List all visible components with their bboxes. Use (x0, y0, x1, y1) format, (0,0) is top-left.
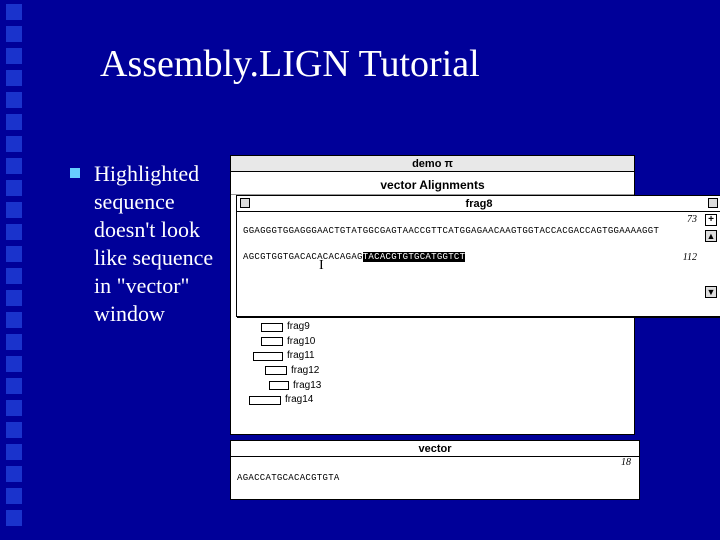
screenshot-region: demo π vector Alignments frag9frag10frag… (230, 155, 715, 510)
frag8-titlebar[interactable]: frag8 (237, 196, 720, 212)
fragment-bar-icon (249, 396, 281, 405)
sequence-row-2[interactable]: AGCGTGGTGACACACACAGAGTACACGTGTGCATGGTCT (243, 252, 715, 262)
fragment-row[interactable]: frag9 (261, 320, 321, 335)
fragment-label: frag10 (287, 336, 315, 347)
fragment-label: frag9 (287, 321, 310, 332)
bullet-item: Highlighted sequence doesn't look like s… (70, 160, 230, 328)
demo-titlebar[interactable]: demo π (231, 156, 634, 172)
position-73: 73 (687, 214, 697, 225)
demo-title: demo π (412, 158, 453, 170)
fragment-row[interactable]: frag13 (269, 379, 321, 394)
position-112: 112 (683, 252, 697, 263)
fragment-bar-icon (265, 366, 287, 375)
frag8-title: frag8 (466, 198, 493, 210)
frag8-window[interactable]: frag8 73 + ▲ GGAGGGTGGAGGGAACTGTATGGCGAG… (236, 195, 720, 317)
seq2-plain: AGCGTGGTGACACACACAGAG (243, 252, 363, 262)
fragment-row[interactable]: frag14 (249, 393, 321, 408)
plus-button[interactable]: + (705, 214, 717, 226)
fragment-label: frag13 (293, 380, 321, 391)
frag8-body: 73 + ▲ GGAGGGTGGAGGGAACTGTATGGCGAGTAACCG… (237, 212, 720, 316)
fragment-row[interactable]: frag12 (265, 364, 321, 379)
window-close-icon[interactable] (240, 198, 250, 208)
fragment-row[interactable]: frag10 (261, 335, 321, 350)
slide-left-squares (0, 0, 28, 540)
demo-subtitle: vector Alignments (231, 176, 634, 195)
vector-sequence[interactable]: AGACCATGCACACGTGTA (237, 473, 633, 483)
scroll-up-icon[interactable]: ▲ (705, 230, 717, 242)
fragment-bar-icon (269, 381, 289, 390)
seq2-highlighted: TACACGTGTGCATGGTCT (363, 252, 466, 262)
vector-position: 18 (621, 457, 631, 468)
fragment-label: frag14 (285, 394, 313, 405)
fragment-row[interactable]: frag11 (253, 349, 321, 364)
fragment-list: frag9 frag10 frag11 frag12 frag13 frag14 (249, 320, 321, 408)
sequence-row-1[interactable]: GGAGGGTGGAGGGAACTGTATGGCGAGTAACCGTTCATGG… (243, 226, 715, 236)
fragment-label: frag12 (291, 365, 319, 376)
window-zoom-icon[interactable] (708, 198, 718, 208)
fragment-label: frag11 (287, 350, 315, 361)
bullet-marker-icon (70, 168, 80, 178)
scroll-down-icon[interactable]: ▼ (705, 286, 717, 298)
fragment-bar-icon (253, 352, 283, 361)
slide-title: Assembly.LIGN Tutorial (100, 42, 480, 86)
bullet-text: Highlighted sequence doesn't look like s… (94, 160, 224, 328)
fragment-bar-icon (261, 323, 283, 332)
vector-window[interactable]: vector 18 AGACCATGCACACGTGTA (230, 440, 640, 500)
vector-body: 18 AGACCATGCACACGTGTA (231, 457, 639, 485)
vector-title[interactable]: vector (231, 441, 639, 457)
fragment-bar-icon (261, 337, 283, 346)
